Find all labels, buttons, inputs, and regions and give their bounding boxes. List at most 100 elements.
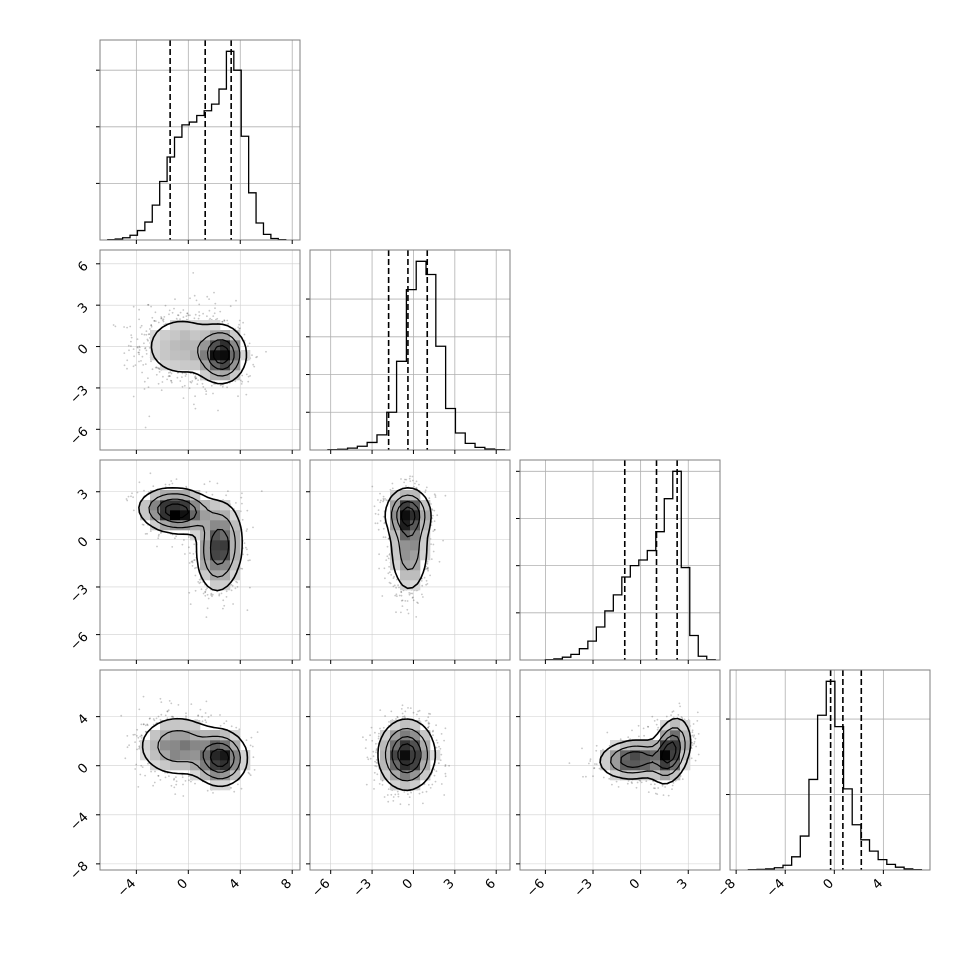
sample-point (631, 782, 633, 785)
sample-point (396, 578, 398, 581)
x-tick-label: 6 (483, 876, 499, 892)
sample-point (175, 780, 178, 783)
sample-point (155, 717, 158, 720)
density-cell (160, 360, 171, 371)
x-tick-label: 4 (870, 876, 886, 892)
sample-point (433, 528, 436, 531)
sample-point (196, 383, 199, 385)
sample-point (426, 567, 429, 570)
sample-point (690, 747, 693, 750)
sample-point (158, 533, 160, 536)
density-cell (630, 770, 641, 781)
sample-point (405, 478, 408, 481)
sample-point (589, 760, 592, 762)
sample-point (417, 602, 419, 604)
density-cell (220, 580, 231, 591)
sample-point (127, 344, 130, 347)
density-cell (410, 540, 421, 551)
sample-point (606, 731, 609, 734)
sample-point (382, 527, 385, 530)
density-cell (410, 490, 421, 501)
sample-point (392, 800, 395, 802)
sample-point (408, 796, 411, 798)
sample-point (392, 796, 395, 798)
density-cell (390, 780, 401, 791)
density-cell (390, 530, 401, 541)
sample-point (375, 742, 377, 745)
sample-point (568, 762, 571, 764)
sample-point (382, 726, 385, 729)
density-cell (230, 330, 241, 341)
sample-point (373, 505, 376, 508)
sample-point (146, 532, 149, 535)
sample-point (152, 718, 155, 720)
sample-point (193, 294, 196, 297)
sample-point (631, 729, 633, 732)
sample-point (195, 299, 198, 302)
sample-point (202, 386, 205, 388)
density-cell (400, 530, 411, 541)
panel-content (310, 670, 510, 870)
sample-point (412, 599, 415, 602)
sample-point (639, 779, 642, 782)
density-cell (630, 760, 641, 771)
density-cell (390, 490, 401, 501)
density-cell (390, 720, 401, 731)
sample-point (188, 562, 191, 564)
sample-point (206, 587, 209, 590)
sample-point (137, 351, 140, 354)
sample-point (443, 794, 446, 796)
sample-point (234, 587, 237, 590)
sample-point (253, 769, 256, 771)
sample-point (164, 776, 167, 779)
sample-point (255, 356, 257, 359)
sample-point (157, 382, 160, 385)
sample-point (396, 715, 399, 718)
sample-point (256, 355, 258, 358)
density-cell (420, 770, 431, 781)
sample-point (388, 721, 390, 723)
sample-point (384, 536, 387, 539)
sample-point (667, 794, 670, 797)
sample-point (696, 720, 699, 722)
sample-point (159, 779, 162, 781)
density-cell (400, 570, 411, 581)
sample-point (678, 702, 681, 705)
density-cell (400, 520, 411, 531)
density-cell (680, 750, 691, 761)
density-cell (420, 550, 431, 561)
sample-point (169, 371, 172, 374)
sample-point (364, 747, 367, 749)
sample-point (197, 714, 200, 717)
sample-point (407, 612, 410, 615)
density-cell (380, 740, 391, 751)
y-tick-label: 0 (75, 342, 91, 358)
sample-point (173, 786, 176, 789)
sample-point (385, 559, 388, 561)
density-cell (630, 750, 641, 761)
sample-point (191, 565, 194, 567)
sample-point (243, 333, 246, 336)
sample-point (427, 566, 429, 569)
density-cell (190, 750, 201, 761)
sample-point (134, 768, 137, 770)
sample-point (168, 375, 171, 377)
density-cell (220, 520, 231, 531)
sample-point (204, 712, 207, 714)
sample-point (672, 710, 675, 712)
density-cell (220, 570, 231, 581)
density-cell (190, 770, 201, 781)
sample-point (431, 509, 434, 511)
sample-point (380, 499, 382, 502)
sample-point (136, 748, 139, 751)
density-cell (390, 520, 401, 531)
sample-point (665, 715, 668, 718)
sample-point (429, 787, 432, 789)
sample-point (144, 363, 147, 365)
sample-point (170, 702, 173, 705)
sample-point (409, 475, 411, 478)
sample-point (162, 320, 165, 323)
density-cell (650, 770, 661, 781)
sample-point (213, 312, 216, 315)
density-cell (220, 730, 231, 741)
